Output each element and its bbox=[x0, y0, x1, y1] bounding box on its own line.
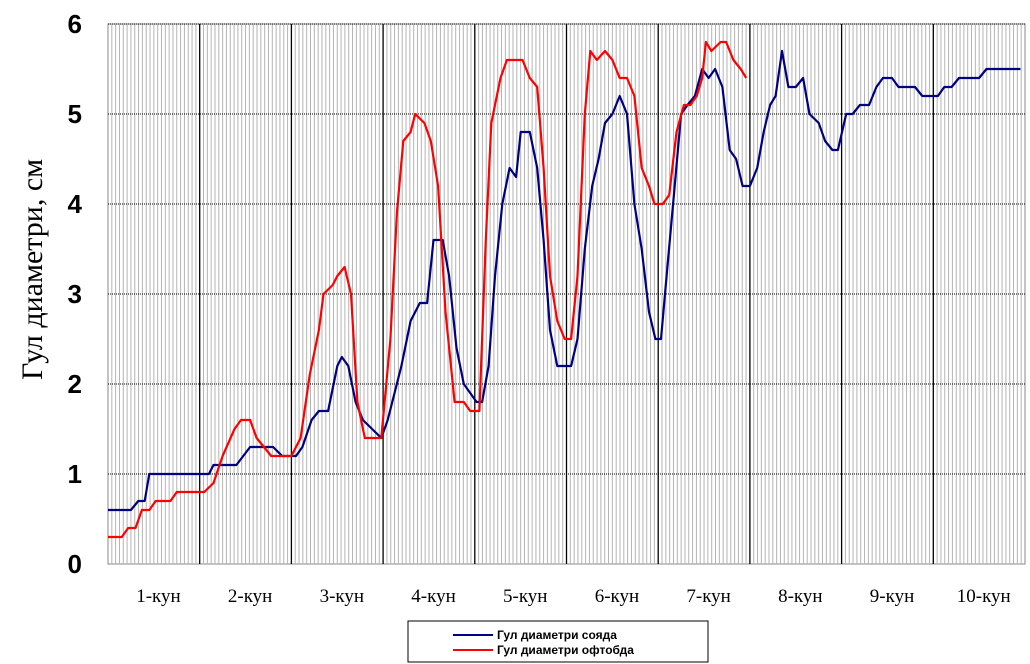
x-tick-label: 3-кун bbox=[320, 586, 364, 607]
legend-box bbox=[407, 620, 709, 663]
series-line-2 bbox=[108, 40, 748, 539]
x-tick-label: 2-кун bbox=[228, 586, 272, 607]
x-tick-labels: 1-кун 2-кун 3-кун 4-кун 5-кун 6-кун 7-кун 8-кун… bbox=[136, 586, 1011, 607]
y-tick-label: 4 bbox=[68, 189, 83, 219]
y-tick-labels: 0 1 2 3 4 5 6 bbox=[68, 9, 83, 579]
x-tick-label: 10-кун bbox=[957, 586, 1011, 607]
x-tick-label: 7-кун bbox=[686, 586, 730, 607]
series-line-1 bbox=[108, 49, 1021, 512]
y-tick-label: 5 bbox=[68, 99, 82, 129]
x-tick-label: 8-кун bbox=[778, 586, 822, 607]
y-tick-label: 3 bbox=[68, 279, 82, 309]
x-tick-label: 5-кун bbox=[503, 586, 547, 607]
x-tick-label: 6-кун bbox=[595, 586, 639, 607]
legend-label-series-1: Гул диаметри соядa bbox=[497, 628, 617, 642]
x-tick-label: 1-кун bbox=[136, 586, 180, 607]
x-tick-label: 9-кун bbox=[870, 586, 914, 607]
legend-label-series-2: Гул диаметри офтобда bbox=[497, 643, 634, 657]
y-axis-label: Гул диаметри, см bbox=[16, 159, 49, 380]
y-tick-label: 1 bbox=[68, 459, 82, 489]
y-tick-label: 2 bbox=[68, 369, 82, 399]
x-tick-label: 4-кун bbox=[411, 586, 455, 607]
legend: Гул диаметри соядa Гул диаметри офтобда bbox=[407, 620, 709, 663]
y-tick-label: 6 bbox=[68, 9, 82, 39]
series-lines bbox=[108, 40, 1021, 539]
y-tick-label: 0 bbox=[68, 549, 82, 579]
major-gridlines bbox=[108, 23, 1025, 564]
